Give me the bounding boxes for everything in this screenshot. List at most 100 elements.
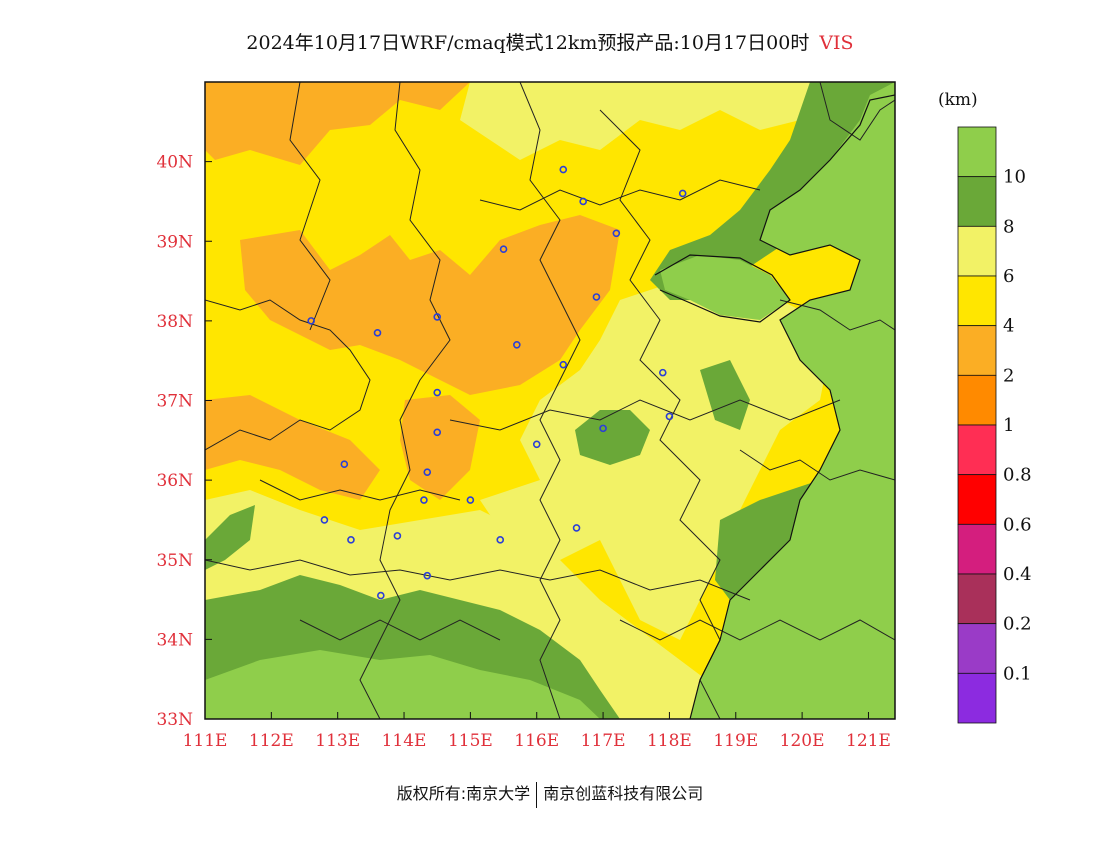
city-marker (423, 468, 432, 476)
city-marker (665, 412, 674, 421)
city-marker (423, 571, 432, 580)
city-marker (559, 165, 568, 174)
lon-label-118E: 118E (647, 731, 692, 751)
colorbar-label-0.2: 0.2 (1003, 614, 1032, 635)
colorbar-swatch (957, 474, 997, 525)
coastline (689, 94, 895, 719)
lat-label-38N: 38N (156, 312, 193, 332)
field-darkgreen-east (700, 360, 750, 430)
footer: 版权所有:南京大学 南京创蓝科技有限公司 (0, 780, 1100, 808)
city-marker (579, 197, 587, 206)
city-markers (307, 165, 687, 600)
city-marker (420, 496, 428, 504)
city-marker (377, 591, 385, 600)
map-axes: 111E 112E 113E 114E 115E 116E 117E 118E 119E 120E… (156, 153, 890, 751)
field-orange-north (205, 82, 470, 165)
lon-label-117E: 117E (581, 731, 626, 751)
colorbar-swatch (957, 374, 997, 426)
colorbar-unit: (km) (938, 90, 978, 110)
boundaries (205, 82, 895, 719)
lon-label-116E: 116E (514, 731, 559, 751)
city-marker (513, 340, 521, 349)
colorbar-label-10: 10 (1003, 167, 1026, 188)
city-marker (433, 428, 442, 437)
colorbar-label-6: 6 (1003, 266, 1014, 287)
lon-label-113E: 113E (315, 731, 360, 751)
colorbar-swatch (957, 126, 997, 178)
field-lightyellow-east (520, 280, 830, 640)
lat-label-39N: 39N (156, 232, 193, 252)
city-marker (592, 293, 601, 301)
field-lightyellow-north (460, 82, 810, 160)
lon-label-112E: 112E (249, 731, 294, 751)
city-marker (499, 245, 508, 254)
colorbar-swatch (957, 225, 997, 277)
field-orange-southwest (205, 395, 380, 500)
lat-label-37N: 37N (156, 392, 193, 412)
field-darkgreen-shandong (575, 410, 650, 465)
lon-label-120E: 120E (780, 731, 825, 751)
lon-label-119E: 119E (713, 731, 758, 751)
lat-label-34N: 34N (156, 630, 193, 650)
colorbar-label-0.1: 0.1 (1003, 663, 1032, 684)
field-green-south (205, 650, 600, 719)
city-marker (532, 440, 541, 449)
city-marker (307, 317, 315, 325)
colorbar-label-0.4: 0.4 (1003, 564, 1032, 585)
field-orange-west (240, 215, 620, 395)
footer-company: 南京创蓝科技有限公司 (543, 784, 704, 803)
city-marker (393, 532, 402, 540)
city-marker (572, 524, 581, 532)
colorbar-swatch (957, 275, 997, 327)
city-marker (612, 229, 621, 238)
city-marker (599, 424, 607, 433)
colorbar-label-8: 8 (1003, 216, 1014, 237)
city-marker (559, 360, 568, 369)
colorbar-label-0.6: 0.6 (1003, 514, 1032, 535)
colorbar-swatch (957, 424, 997, 476)
colorbar-swatch (957, 176, 997, 227)
colorbar-label-0.8: 0.8 (1003, 465, 1032, 486)
footer-separator (536, 781, 538, 808)
city-marker (496, 536, 505, 544)
title-variable: VIS (819, 32, 854, 54)
colorbar-label-4: 4 (1003, 316, 1014, 337)
city-marker (678, 189, 687, 198)
colorbar-swatch (957, 523, 997, 575)
field-lightyellow-mid (480, 480, 600, 560)
colorbar-label-2: 2 (1003, 365, 1014, 386)
lon-label-114E: 114E (382, 731, 427, 751)
bohai-coast (654, 254, 791, 323)
lat-label-35N: 35N (156, 551, 193, 571)
field-orange-central (400, 395, 480, 500)
colorbar-swatch (957, 325, 997, 376)
lon-label-121E: 121E (846, 731, 891, 751)
lat-label-33N: 33N (156, 710, 193, 730)
colorbar-swatch (957, 573, 997, 625)
colorbar-swatch (957, 672, 997, 724)
colorbar: 10 8 6 4 2 1 0.8 0.6 0.4 0.2 0.1 (957, 126, 1032, 724)
lat-label-40N: 40N (156, 153, 193, 173)
city-marker (466, 496, 475, 504)
field-darkgreen-west (205, 505, 255, 570)
city-marker (658, 368, 667, 377)
chart-title: 2024年10月17日WRF/cmaq模式12km预报产品:10月17日00时 V… (0, 28, 1100, 55)
city-marker (373, 329, 382, 337)
visibility-field (205, 82, 895, 719)
field-darkgreen-coast-north (650, 82, 895, 300)
footer-copyright: 版权所有:南京大学 (396, 784, 531, 803)
city-marker (433, 388, 442, 397)
colorbar-swatch (957, 623, 997, 674)
city-marker (340, 460, 349, 469)
lon-label-115E: 115E (448, 731, 493, 751)
field-bohai (660, 255, 790, 320)
city-marker (320, 516, 329, 524)
city-marker (433, 313, 442, 321)
colorbar-label-1: 1 (1003, 415, 1014, 436)
lon-label-111E: 111E (183, 731, 228, 751)
city-marker (347, 536, 355, 544)
field-sea (690, 82, 895, 719)
lat-label-36N: 36N (156, 471, 193, 491)
title-main: 2024年10月17日WRF/cmaq模式12km预报产品:10月17日00时 (246, 32, 810, 54)
